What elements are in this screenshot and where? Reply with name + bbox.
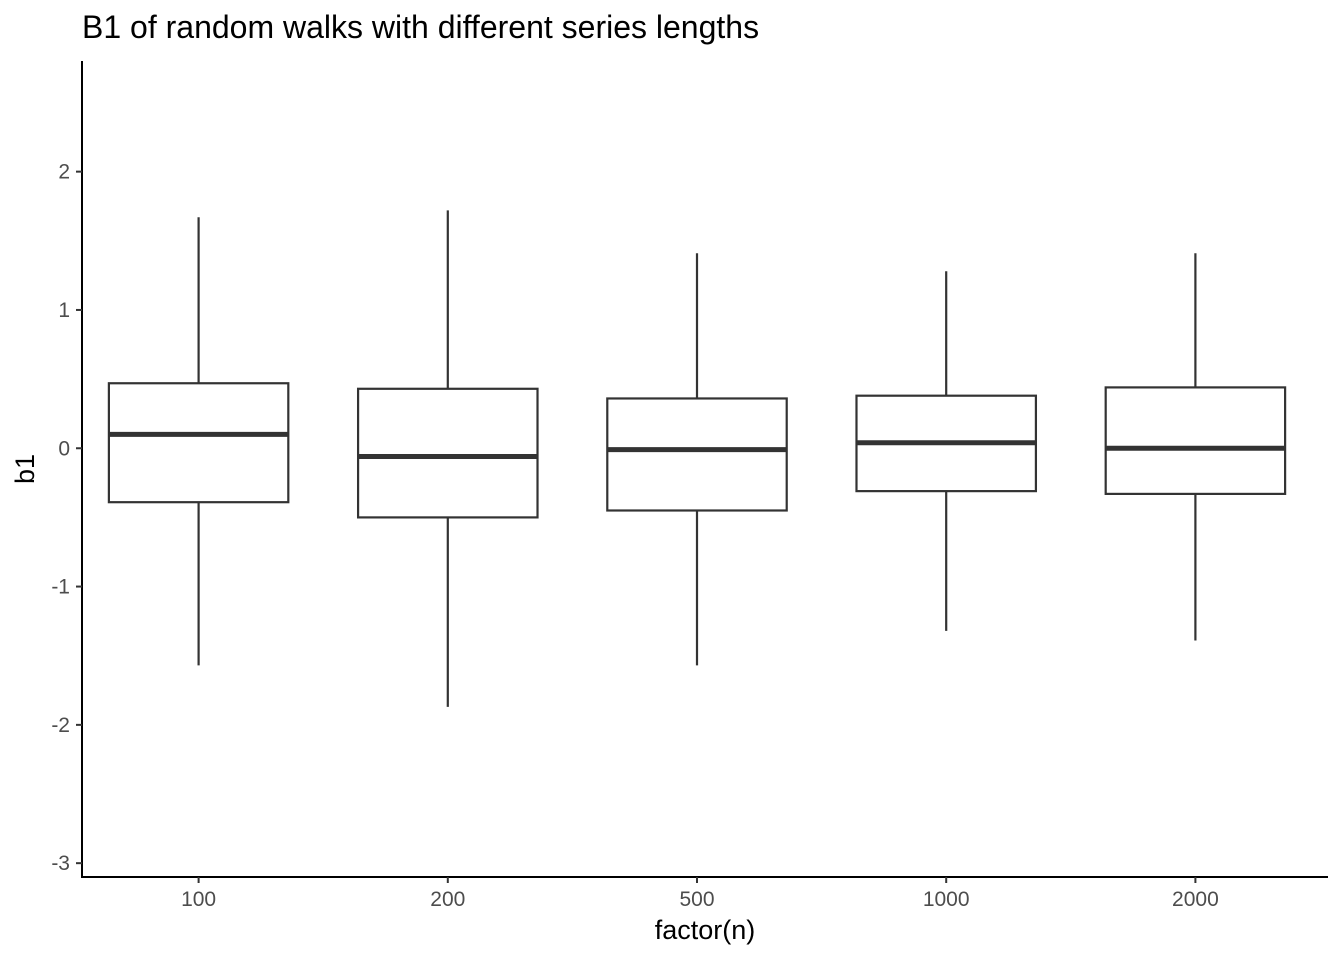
y-tick-label: -2 bbox=[51, 714, 70, 737]
x-tick-label: 200 bbox=[430, 888, 465, 911]
box-200 bbox=[356, 210, 539, 707]
chart-title: B1 of random walks with different series… bbox=[82, 9, 759, 45]
x-tick-label: 1000 bbox=[923, 888, 970, 911]
x-tick-label: 100 bbox=[181, 888, 216, 911]
box-iqr bbox=[107, 382, 290, 504]
box-100 bbox=[107, 217, 290, 666]
plot-area bbox=[107, 210, 1287, 707]
box-2000 bbox=[1104, 253, 1287, 641]
box-1000 bbox=[855, 271, 1038, 631]
y-axis-label: b1 bbox=[10, 454, 40, 484]
x-axis-ticks: 100 200 500 1000 2000 bbox=[181, 877, 1219, 911]
box-iqr bbox=[1104, 386, 1287, 495]
box-iqr bbox=[606, 397, 788, 512]
y-tick-label: 2 bbox=[58, 161, 70, 184]
box-iqr bbox=[356, 387, 539, 519]
y-axis-ticks: -3 -2 -1 0 1 2 bbox=[51, 161, 82, 875]
box-500 bbox=[606, 253, 788, 666]
x-tick-label: 2000 bbox=[1172, 888, 1219, 911]
y-tick-label: 1 bbox=[58, 299, 70, 322]
y-tick-label: 0 bbox=[58, 437, 70, 460]
x-tick-label: 500 bbox=[679, 888, 714, 911]
y-tick-label: -3 bbox=[51, 852, 70, 875]
x-axis-label: factor(n) bbox=[655, 915, 756, 945]
y-tick-label: -1 bbox=[51, 576, 70, 599]
